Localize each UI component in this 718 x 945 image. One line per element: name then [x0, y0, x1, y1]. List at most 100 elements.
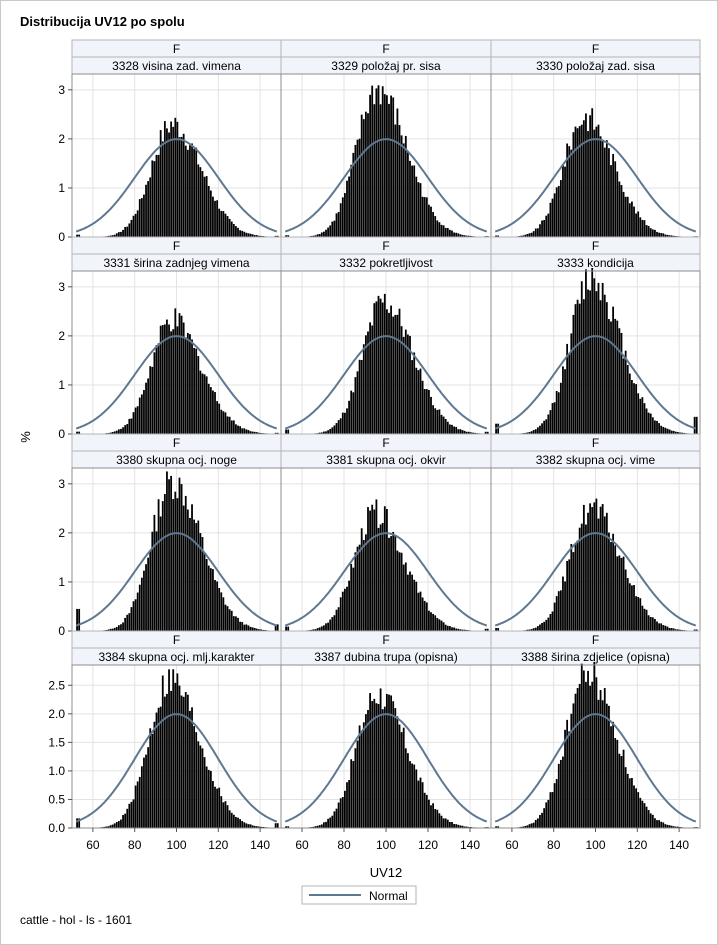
histogram-bar — [668, 235, 671, 237]
histogram-bar — [157, 343, 160, 434]
histogram-bar — [635, 213, 637, 237]
histogram-bar — [415, 367, 418, 434]
histogram-bar — [109, 235, 112, 237]
y-tick-label: 1.5 — [48, 735, 65, 749]
histogram-bar — [449, 822, 451, 828]
histogram-bar — [249, 431, 252, 434]
histogram-bar — [463, 826, 466, 828]
histogram-bar — [467, 431, 470, 434]
histogram-bar — [386, 508, 388, 631]
histogram-bar — [157, 499, 160, 631]
histogram-bar — [191, 707, 193, 828]
histogram-bar — [407, 152, 409, 237]
histogram-bar — [601, 282, 604, 434]
histogram-bar — [438, 409, 441, 434]
histogram-bar — [568, 559, 571, 631]
histogram-bar — [658, 820, 660, 828]
histogram-bar — [205, 766, 208, 828]
histogram-bar — [178, 137, 181, 237]
histogram-bar — [356, 546, 359, 631]
histogram-bar — [662, 625, 665, 631]
histogram-bars — [76, 471, 279, 631]
histogram-bar — [591, 681, 594, 828]
histogram-bar — [120, 624, 122, 631]
histogram-bar — [216, 788, 218, 828]
histogram-bar — [572, 314, 575, 434]
histogram-bar — [203, 552, 206, 631]
histogram-bar — [386, 95, 388, 238]
histogram-bar — [601, 504, 604, 631]
histogram-bar — [365, 111, 367, 237]
histogram-bar — [564, 581, 566, 631]
histogram-bar — [348, 780, 350, 828]
histogram-bar — [585, 524, 587, 631]
histogram-bar — [369, 510, 371, 631]
panel-12: F 3388 širina zdjelice (opisna) 60 80 100 120… — [490, 630, 701, 852]
normal-curve — [75, 713, 278, 823]
histogram-bar — [214, 786, 216, 828]
histogram-bar — [205, 176, 208, 237]
histogram-bar — [432, 405, 434, 434]
histogram-bar — [587, 512, 589, 631]
histogram-bar — [335, 423, 338, 434]
histogram-bar — [628, 373, 631, 434]
histogram-bar — [235, 816, 237, 828]
histogram-bar — [161, 675, 164, 828]
histogram-bar — [396, 550, 399, 631]
histogram-bar — [595, 126, 598, 237]
histogram-bar — [184, 337, 187, 434]
histogram-bar — [599, 136, 602, 237]
histogram-bar — [580, 124, 583, 237]
histogram-bar — [524, 234, 527, 237]
histogram-bar — [582, 120, 585, 237]
histogram-bar — [455, 232, 458, 237]
histogram-bar — [612, 533, 615, 631]
histogram-bar — [371, 325, 374, 434]
y-tick-label: 2.0 — [48, 707, 65, 721]
histogram-bar — [346, 408, 348, 434]
histogram-bar — [253, 235, 256, 237]
histogram-bar — [276, 823, 279, 828]
histogram-bar — [170, 331, 173, 434]
histogram-bar — [428, 610, 430, 631]
histogram-bar — [633, 206, 635, 237]
histogram-bar — [398, 724, 401, 828]
histogram-bar — [149, 550, 152, 631]
histogram-bar — [176, 498, 179, 631]
histogram-bar — [534, 627, 537, 631]
histogram-bar — [151, 531, 154, 631]
histogram-bar — [404, 748, 407, 828]
histogram-bar — [375, 499, 378, 631]
histogram-bar — [620, 756, 623, 828]
histogram-bar — [603, 294, 606, 434]
histogram-bar — [362, 119, 365, 237]
histogram-bar — [417, 182, 420, 237]
histogram-bar — [574, 126, 577, 237]
histogram-bar — [585, 269, 587, 434]
histogram-bar — [568, 146, 571, 237]
histogram-bar — [451, 821, 453, 828]
x-tick-label: 60 — [505, 838, 519, 852]
histogram-bar — [520, 826, 523, 828]
y-tick-label: 1.0 — [48, 764, 65, 778]
histogram-bar — [643, 403, 646, 434]
histogram-bar — [599, 300, 602, 434]
histogram-bar — [130, 219, 133, 237]
histogram-bar — [574, 544, 577, 631]
histogram-bar — [465, 431, 468, 434]
histogram-bar — [339, 203, 342, 237]
histogram-bars — [76, 669, 279, 828]
histogram-bar — [224, 213, 227, 237]
histogram-bar — [220, 409, 223, 434]
y-tick-label: 0 — [58, 427, 65, 441]
histogram-bar — [365, 534, 367, 631]
histogram-bar — [641, 397, 644, 434]
legend-normal-label: Normal — [369, 889, 408, 903]
histogram-bar — [226, 805, 229, 828]
histogram-bar — [379, 688, 382, 828]
histogram-bar — [637, 596, 640, 631]
histogram-bar — [599, 506, 602, 631]
histogram-bars — [495, 108, 698, 237]
histogram-bar — [528, 629, 531, 631]
x-tick-label: 60 — [295, 838, 309, 852]
